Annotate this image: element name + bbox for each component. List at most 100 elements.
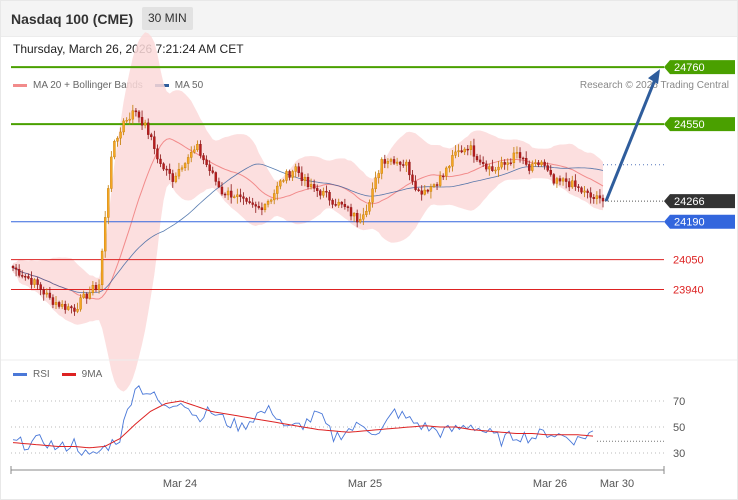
candle-body [174, 175, 178, 182]
candle-body [39, 284, 42, 290]
candle [306, 173, 310, 190]
rsi-tick-label: 70 [673, 396, 685, 408]
candle-body [297, 166, 300, 173]
candle-body [546, 165, 549, 171]
candle [239, 188, 242, 203]
candle [457, 144, 460, 157]
candle-body [524, 158, 528, 165]
candle [294, 163, 297, 178]
candle [334, 198, 337, 207]
candle-body [319, 190, 322, 196]
candle-body [429, 186, 433, 192]
candle-body [509, 162, 513, 164]
candle-body [211, 170, 214, 173]
candle [349, 203, 353, 221]
candle-body [193, 149, 196, 153]
candle-body [57, 302, 61, 307]
candle-body [150, 134, 153, 137]
candle [337, 198, 340, 208]
candle-body [45, 292, 49, 295]
interval-selector[interactable]: 30 MIN [142, 7, 193, 30]
candle [362, 207, 365, 226]
candle [583, 186, 586, 198]
candle-body [190, 152, 193, 158]
candle-body [208, 164, 211, 171]
candle [537, 160, 540, 167]
candle-body [531, 163, 534, 171]
candle [389, 157, 393, 166]
rsi-line [12, 385, 594, 457]
candle [103, 211, 107, 258]
candle-body [177, 169, 181, 177]
candle [42, 286, 45, 301]
candle-body [377, 173, 380, 179]
candle [515, 146, 519, 159]
candle [518, 147, 522, 163]
candle [408, 159, 411, 181]
credit-text: Research © 2026 Trading Central [579, 80, 729, 91]
candle-body [497, 166, 500, 171]
candle-body [454, 151, 457, 156]
candle [276, 181, 279, 201]
candle-body [506, 162, 509, 165]
candle [405, 159, 408, 173]
candle [586, 188, 589, 199]
candle-body [165, 168, 168, 171]
candle [51, 294, 55, 309]
candle [168, 163, 171, 181]
candle-body [36, 279, 39, 285]
candle-body [515, 152, 519, 154]
candle-body [251, 202, 254, 205]
candle-body [472, 145, 476, 157]
forecast-arrow-head [648, 69, 660, 85]
candle-body [153, 136, 156, 149]
candle [193, 145, 196, 154]
candle-body [389, 159, 393, 162]
level-tag-bg [664, 60, 735, 75]
candle-body [143, 122, 147, 126]
candle [365, 204, 368, 218]
candle-body [248, 201, 251, 203]
candle-body [567, 181, 571, 188]
candle [199, 140, 202, 159]
candle [319, 189, 322, 200]
candle-body [24, 276, 27, 278]
candle-body [125, 120, 128, 122]
legend-item-rsi: RSI [13, 369, 50, 380]
candle-body [445, 167, 448, 177]
candle [435, 182, 439, 191]
candle [282, 178, 285, 183]
candle-body [168, 168, 171, 174]
candle-body [392, 159, 396, 164]
legend-label-bollinger: MA 20 + Bollinger Bands [33, 80, 143, 91]
candle [196, 140, 199, 152]
candle-body [79, 297, 82, 310]
candle-body [88, 292, 92, 299]
candle [97, 279, 101, 294]
candle [506, 158, 509, 171]
candle-body [534, 162, 537, 165]
candle-body [119, 131, 122, 139]
candle [128, 112, 131, 125]
candle [601, 194, 605, 208]
level-tag-24190: 24190 [664, 214, 735, 229]
candle-body [110, 156, 113, 189]
candle [331, 198, 334, 209]
candle [288, 169, 291, 181]
candle [266, 199, 270, 208]
candle-body [518, 152, 522, 159]
candle-body [322, 190, 325, 196]
candle-body [21, 275, 24, 277]
candle-body [359, 218, 362, 223]
candle-body [426, 189, 430, 192]
candle [368, 199, 371, 215]
candle-body [236, 194, 239, 197]
candle [386, 158, 390, 169]
candle [223, 192, 227, 198]
candle [574, 174, 577, 191]
candle-body [140, 117, 144, 126]
candle-body [214, 172, 218, 182]
candle [156, 144, 159, 164]
candle [300, 166, 304, 186]
